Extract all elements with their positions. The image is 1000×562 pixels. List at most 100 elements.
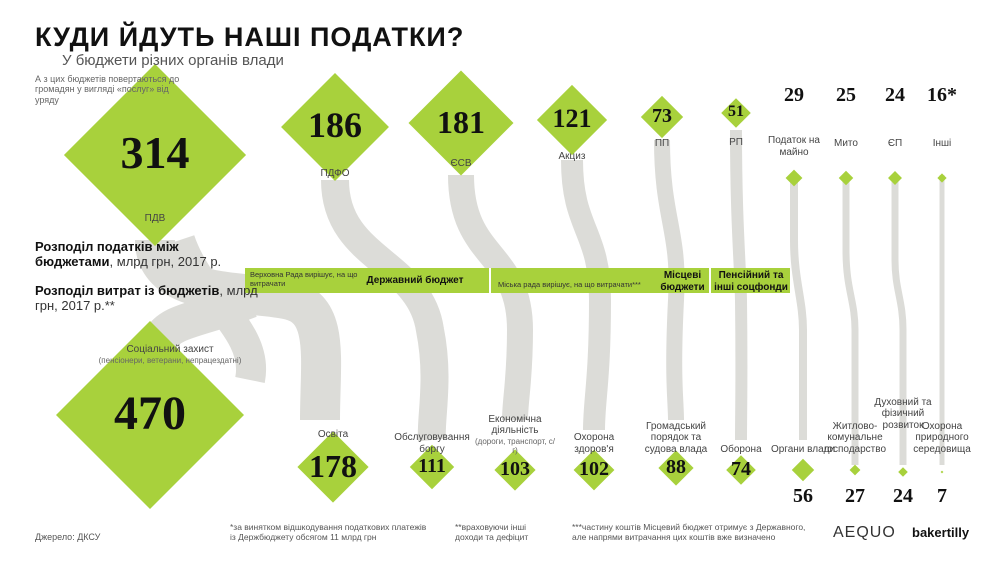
category-label: Охорона природного середовища <box>902 421 982 456</box>
category-name: Охорона природного середовища <box>913 420 971 455</box>
category-name: Освіта <box>317 428 349 440</box>
category-label: Обслуговування боргу <box>392 432 472 455</box>
diamond <box>408 70 514 176</box>
value-label: 7 <box>937 485 947 507</box>
category-label: Духовний та фізичний розвиток <box>863 397 943 432</box>
flow <box>891 175 907 465</box>
footnote: *за винятком відшкодування податкових пл… <box>230 522 427 542</box>
footnote: ***частину коштів Місцевий бюджет отриму… <box>572 522 806 542</box>
diamond <box>573 449 615 491</box>
subtitle: У бюджети різних органів влади <box>62 52 284 69</box>
category-label: ЄП <box>887 138 903 149</box>
category-name: Обслуговування боргу <box>394 432 470 455</box>
category-label: ЄСВ <box>450 158 472 169</box>
flow <box>143 283 257 350</box>
flow <box>561 159 612 431</box>
category-label: Податок на майно <box>768 135 820 158</box>
value-label: 103 <box>500 458 530 480</box>
category-label: Органи влади <box>763 444 843 456</box>
value-label: 470 <box>114 387 186 441</box>
budget-name: Місцеві бюджети <box>660 270 705 293</box>
value-label: 186 <box>308 105 362 146</box>
category-note: (пенсіонери, ветерани, непрацездатні) <box>98 355 242 365</box>
diamond <box>536 84 608 156</box>
diamond <box>494 449 536 491</box>
diamond <box>721 98 751 128</box>
category-name: Оборона <box>720 443 762 455</box>
category-label: Житлово-комунальне господарство <box>815 421 895 456</box>
title: КУДИ ЙДУТЬ НАШІ ПОДАТКИ? <box>35 22 465 52</box>
budget-note: Верховна Рада вирішує, на що витрачати <box>250 270 358 288</box>
intro-note: А з цих бюджетів повертаються до громадя… <box>35 74 180 105</box>
diamond <box>849 464 861 476</box>
flow <box>135 237 342 421</box>
budget-name: Пенсійний та інші соцфонди <box>714 270 788 293</box>
value-label: 121 <box>552 104 592 134</box>
value-label: 73 <box>652 105 672 127</box>
flow <box>730 129 748 441</box>
flow <box>842 175 859 465</box>
revenue-caption: Розподіл податків між бюджетами, млрд гр… <box>35 239 235 270</box>
logo: bakertilly <box>912 525 970 540</box>
category-label: Акциз <box>558 151 586 162</box>
value-label: 16* <box>927 84 957 106</box>
value-label: 25 <box>836 84 856 106</box>
diamond <box>888 171 902 185</box>
value-label: 181 <box>437 103 485 140</box>
caption-bold: Розподіл податків між бюджетами <box>35 239 179 269</box>
category-label: Охорона здоров'я <box>554 432 634 455</box>
category-label: РП <box>729 137 743 148</box>
value-label: 314 <box>120 127 190 179</box>
diamond <box>658 450 694 486</box>
value-label: 56 <box>793 485 813 507</box>
category-label: Соціальний захист (пенсіонери, ветерани, … <box>70 344 270 365</box>
category-label: Освіта <box>293 429 373 441</box>
value-label: 24 <box>893 485 913 507</box>
category-name: Охорона здоров'я <box>573 432 615 455</box>
value-label: 51 <box>728 103 744 121</box>
category-note: (дороги, транспорт, с/г) <box>475 436 555 455</box>
value-label: 29 <box>784 84 804 106</box>
value-label: 74 <box>731 458 751 480</box>
category-name: Громадський порядок та судова влада <box>644 420 708 455</box>
value-label: 88 <box>666 456 686 478</box>
diamond <box>297 431 369 503</box>
category-name: Економічна діяльність <box>488 413 542 437</box>
value-label: 111 <box>418 455 446 477</box>
value-label: 27 <box>845 485 865 507</box>
diamond <box>409 444 455 490</box>
diamond <box>63 63 247 247</box>
category-label: Оборона <box>701 444 781 456</box>
category-name: Духовний та фізичний розвиток <box>874 396 932 431</box>
diamond <box>56 321 244 509</box>
diamond <box>726 455 756 485</box>
category-label: Інші <box>932 138 952 149</box>
category-label: ПДВ <box>144 213 166 224</box>
category-label: ПДФО <box>320 168 350 179</box>
value-label: 24 <box>885 84 905 106</box>
value-label: 102 <box>579 458 609 480</box>
flow <box>321 179 449 442</box>
logo: AEQUO <box>833 524 896 541</box>
source: Джерело: ДКСУ <box>35 532 101 542</box>
budget-note: Міська рада вирішує, на що витрачати*** <box>498 280 641 289</box>
caption-rest: , млрд грн, 2017 р. <box>109 253 222 269</box>
category-label: Мито <box>834 138 858 149</box>
diamond <box>791 458 815 482</box>
diamond <box>838 170 854 186</box>
diamond <box>937 173 947 183</box>
category-name: Соціальний захист <box>126 344 214 356</box>
spending-caption: Розподіл витрат із бюджетів, млрд грн, 2… <box>35 283 265 314</box>
diamond <box>281 73 389 181</box>
category-label: Громадський порядок та судова влада <box>636 421 716 456</box>
category-label: Економічна діяльність (дороги, транспорт,… <box>475 414 555 455</box>
flow <box>448 174 534 421</box>
flow <box>790 175 807 440</box>
diamond <box>640 95 684 139</box>
category-label: ПП <box>654 138 670 149</box>
caption-rest: , млрд грн, 2017 р.** <box>35 283 258 313</box>
budget-bar <box>245 268 790 293</box>
diamond <box>898 467 908 477</box>
